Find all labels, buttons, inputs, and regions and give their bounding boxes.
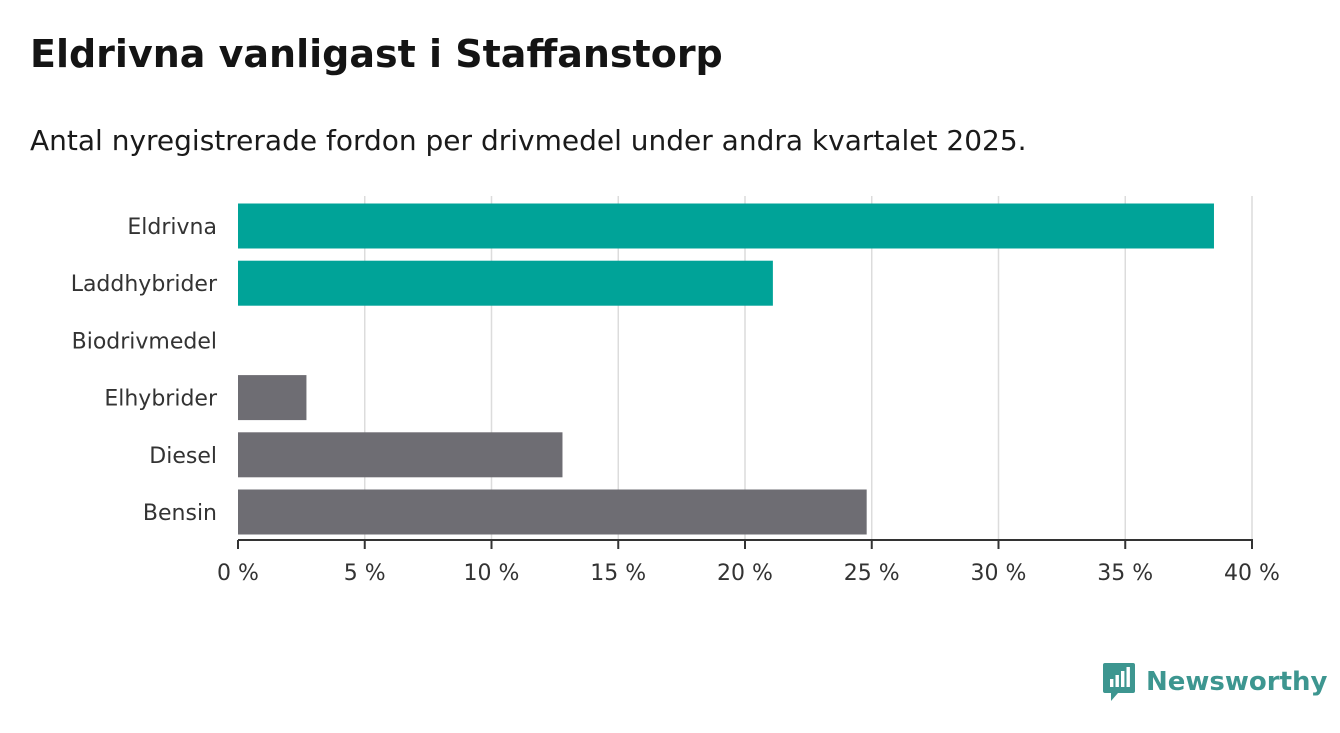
brand-name: Newsworthy	[1146, 667, 1328, 697]
x-tick-label: 20 %	[717, 561, 773, 586]
x-axis: 0 % 5 % 10 % 15 % 20 % 25 % 30 % 35 % 40 %	[217, 539, 1280, 586]
category-label: Bensin	[143, 501, 217, 526]
category-label: Eldrivna	[127, 215, 217, 240]
x-tick-label: 10 %	[464, 561, 520, 586]
x-tick-label: 0 %	[217, 561, 259, 586]
bar-elhybrider	[238, 375, 307, 421]
x-tick-label: 5 %	[344, 561, 386, 586]
x-tick-label: 30 %	[971, 561, 1027, 586]
bar-diesel	[238, 432, 563, 478]
bar-laddhybrider	[238, 260, 773, 306]
x-tick-label: 15 %	[590, 561, 646, 586]
chart-title: Eldrivna vanligast i Staffanstorp	[30, 32, 723, 76]
category-labels: Eldrivna Laddhybrider Biodrivmedel Elhybrid…	[71, 215, 218, 526]
bars	[238, 203, 1214, 535]
gridlines	[364, 196, 1253, 540]
bar-bensin	[238, 489, 867, 535]
brand-logo: Newsworthy	[1102, 662, 1327, 702]
bar-eldrivna	[238, 203, 1214, 249]
newsworthy-logo-icon	[1103, 663, 1135, 701]
category-label: Biodrivmedel	[72, 329, 217, 354]
category-label: Elhybrider	[104, 387, 218, 412]
x-tick-label: 40 %	[1224, 561, 1280, 586]
chart-subtitle: Antal nyregistrerade fordon per drivmede…	[30, 124, 1027, 157]
category-label: Diesel	[149, 444, 217, 469]
category-label: Laddhybrider	[71, 272, 218, 297]
x-tick-label: 25 %	[844, 561, 900, 586]
x-tick-label: 35 %	[1097, 561, 1153, 586]
